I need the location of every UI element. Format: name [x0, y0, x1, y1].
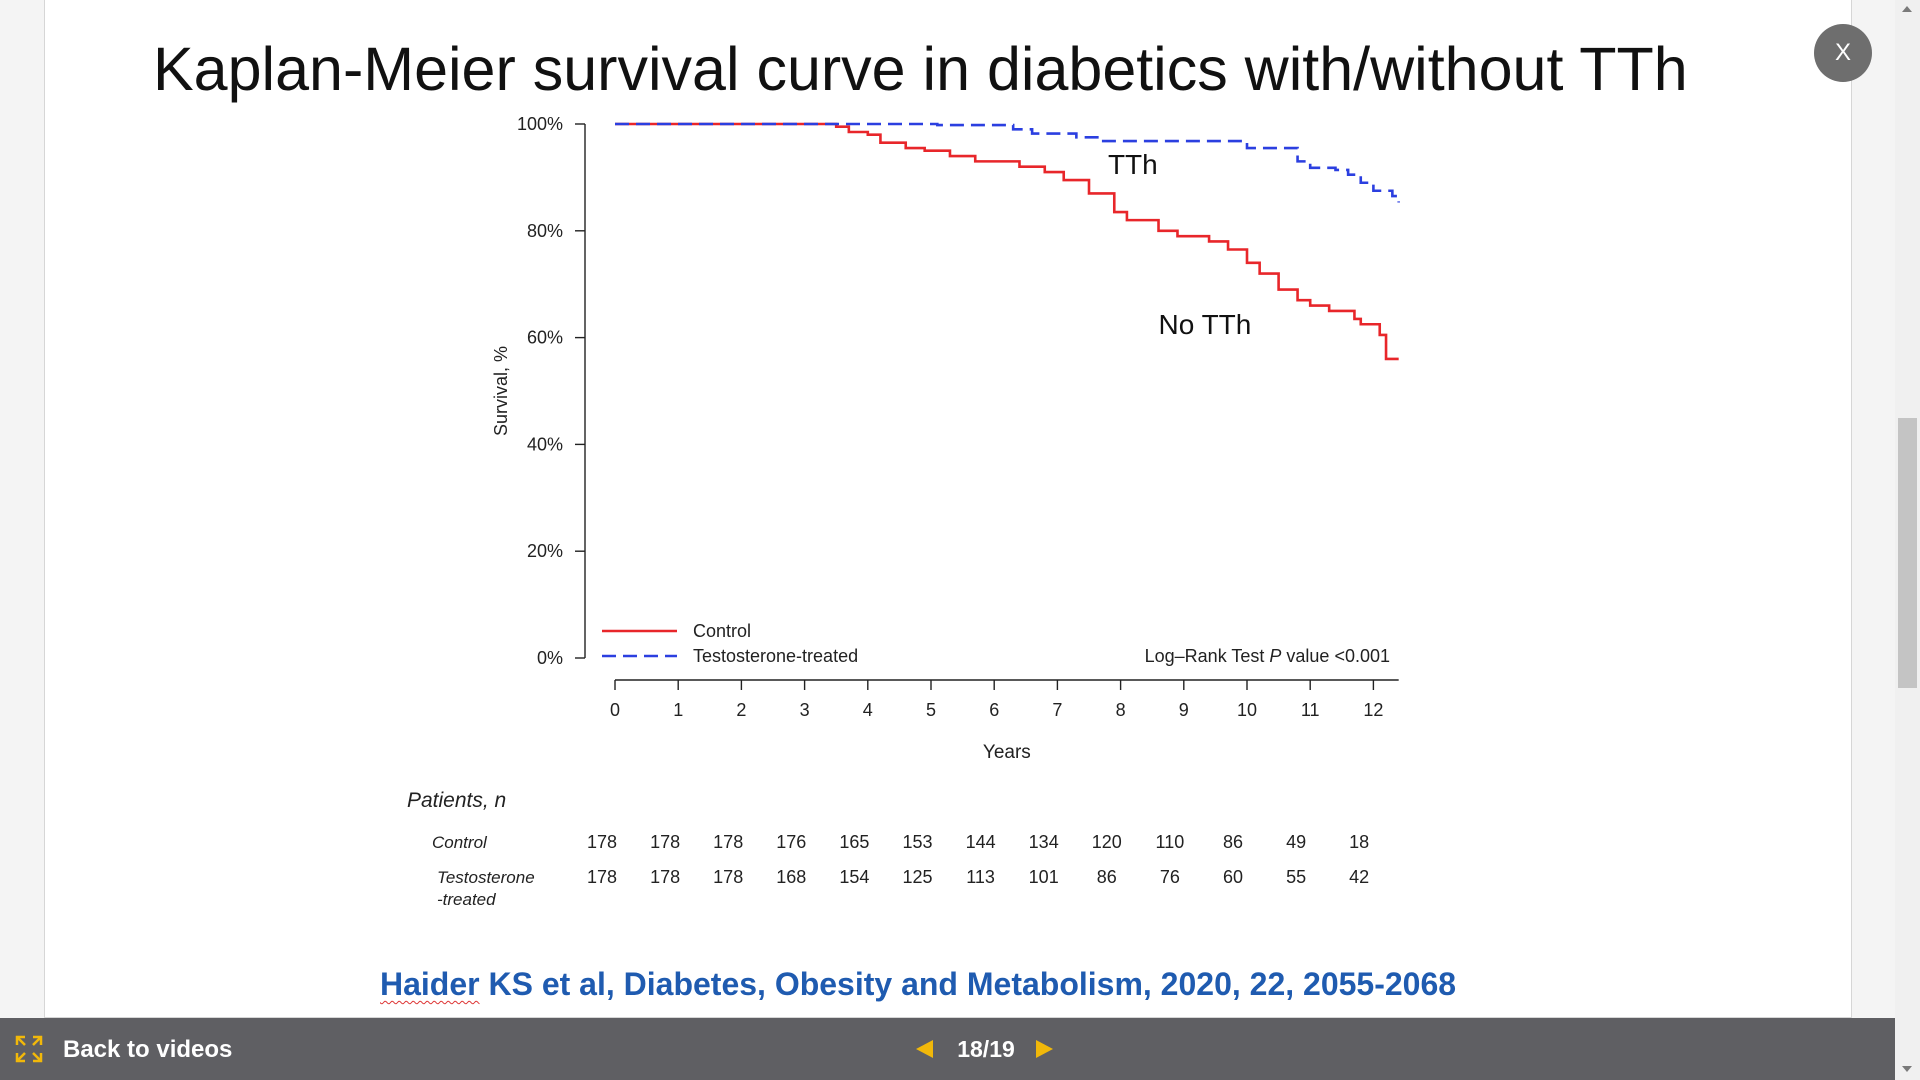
- x-tick-label: 0: [610, 700, 620, 720]
- risk-table-cell: 168: [776, 867, 806, 887]
- expand-icon[interactable]: [14, 1034, 44, 1064]
- risk-table-cell: 42: [1349, 867, 1369, 887]
- slide-card: Kaplan-Meier survival curve in diabetics…: [44, 0, 1852, 1018]
- risk-table-cell: 125: [902, 867, 932, 887]
- risk-table-cell: 178: [650, 867, 680, 887]
- log-rank-prefix: Log–Rank Test: [1145, 646, 1270, 666]
- risk-table-cell: 120: [1092, 832, 1122, 852]
- risk-table-cell: 134: [1029, 832, 1059, 852]
- slide-pager: 18/19: [916, 1034, 1056, 1064]
- previous-slide-arrow-icon[interactable]: [916, 1040, 933, 1058]
- risk-row-label: Testosterone: [437, 868, 535, 887]
- y-tick-label: 20%: [527, 541, 563, 561]
- x-tick-label: 7: [1052, 700, 1062, 720]
- y-tick-label: 60%: [527, 328, 563, 348]
- risk-table-cell: 55: [1286, 867, 1306, 887]
- annotation-tth: TTh: [1108, 149, 1158, 180]
- slide-title: Kaplan-Meier survival curve in diabetics…: [153, 35, 1688, 103]
- scroll-up-arrow-icon[interactable]: [1902, 6, 1912, 12]
- x-tick-label: 5: [926, 700, 936, 720]
- y-tick-label: 40%: [527, 434, 563, 454]
- risk-table-cell: 113: [966, 867, 995, 887]
- series-line-testosterone-treated: [615, 122, 1400, 203]
- risk-table-cell: 178: [587, 867, 617, 887]
- risk-table-cell: 178: [587, 832, 617, 852]
- x-tick-label: 9: [1179, 700, 1189, 720]
- risk-table-cell: 176: [776, 832, 806, 852]
- legend-label: Control: [693, 621, 751, 641]
- risk-table-cell: 153: [902, 832, 932, 852]
- citation[interactable]: Haider KS et al, Diabetes, Obesity and M…: [380, 966, 1780, 1003]
- risk-table-cell: 18: [1349, 832, 1369, 852]
- risk-table-cell: 178: [713, 832, 743, 852]
- close-button[interactable]: X: [1814, 24, 1872, 82]
- log-rank-text: Log–Rank Test P value <0.001: [1145, 646, 1390, 666]
- risk-table-cell: 60: [1223, 867, 1243, 887]
- x-tick-label: 11: [1301, 700, 1320, 720]
- risk-table-cell: 86: [1223, 832, 1243, 852]
- x-tick-label: 1: [673, 700, 683, 720]
- scroll-down-arrow-icon[interactable]: [1902, 1066, 1912, 1072]
- risk-row-label-cont: -treated: [437, 890, 496, 909]
- x-tick-label: 12: [1363, 700, 1383, 720]
- risk-table-cell: 154: [839, 867, 869, 887]
- risk-table-cell: 76: [1160, 867, 1180, 887]
- legend-label: Testosterone-treated: [693, 646, 858, 666]
- series-line-control: [615, 122, 1399, 361]
- bottom-bar: Back to videos 18/19: [0, 1018, 1895, 1080]
- risk-table-cell: 165: [839, 832, 869, 852]
- risk-table-cell: 101: [1029, 867, 1059, 887]
- risk-table-cell: 110: [1156, 832, 1185, 852]
- y-tick-label: 80%: [527, 221, 563, 241]
- x-tick-label: 8: [1116, 700, 1126, 720]
- x-tick-label: 10: [1237, 700, 1257, 720]
- scrollbar-thumb[interactable]: [1898, 418, 1917, 688]
- x-tick-label: 6: [989, 700, 999, 720]
- citation-text[interactable]: KS et al, Diabetes, Obesity and Metaboli…: [479, 966, 1457, 1002]
- risk-table-cell: 49: [1286, 832, 1306, 852]
- next-slide-arrow-icon[interactable]: [1036, 1040, 1053, 1058]
- risk-table-cell: 178: [650, 832, 680, 852]
- y-tick-label: 100%: [517, 114, 563, 134]
- y-axis-label: Survival, %: [491, 346, 511, 436]
- log-rank-p: P: [1269, 646, 1281, 666]
- log-rank-suffix: value <0.001: [1281, 646, 1390, 666]
- x-tick-label: 4: [863, 700, 873, 720]
- risk-table-header: Patients, n: [407, 789, 506, 812]
- citation-author[interactable]: Haider: [380, 966, 480, 1002]
- risk-table-cell: 86: [1097, 867, 1117, 887]
- risk-table-cell: 144: [966, 832, 996, 852]
- vertical-scrollbar[interactable]: [1895, 0, 1920, 1080]
- back-to-videos-link[interactable]: Back to videos: [63, 1036, 233, 1063]
- x-tick-label: 3: [800, 700, 810, 720]
- x-axis-label: Years: [983, 742, 1031, 763]
- x-tick-label: 2: [736, 700, 746, 720]
- annotation-no-tth: No TTh: [1159, 309, 1252, 340]
- y-tick-label: 0%: [537, 648, 563, 668]
- page-counter: 18/19: [957, 1036, 1015, 1062]
- risk-row-label: Control: [432, 833, 488, 852]
- risk-table-cell: 178: [713, 867, 743, 887]
